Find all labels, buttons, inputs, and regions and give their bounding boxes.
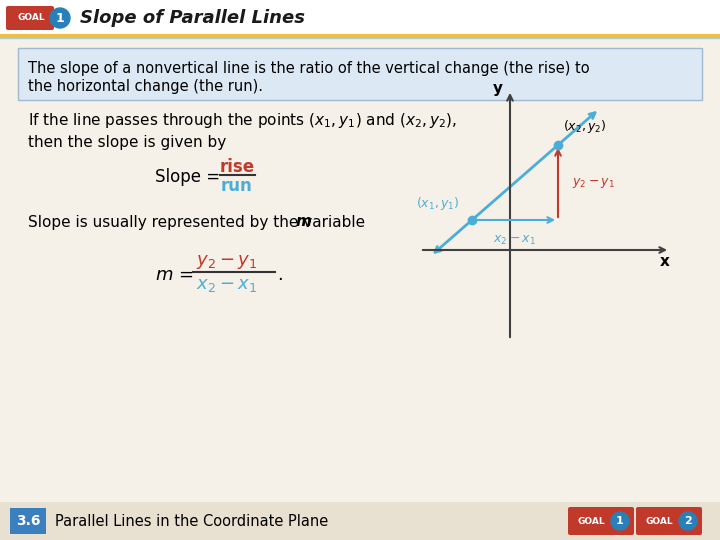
Text: Slope of Parallel Lines: Slope of Parallel Lines [80,9,305,27]
Text: $y_2 - y_1$: $y_2 - y_1$ [196,253,257,271]
Text: x: x [660,254,670,269]
Text: .: . [277,266,283,284]
Text: $x_2 - x_1$: $x_2 - x_1$ [493,234,536,247]
Circle shape [679,512,697,530]
FancyBboxPatch shape [568,507,634,535]
Text: 3.6: 3.6 [16,514,40,528]
FancyBboxPatch shape [0,502,720,540]
FancyBboxPatch shape [636,507,702,535]
Text: 1: 1 [55,11,64,24]
Text: If the line passes through the points ($x_1, y_1$) and ($x_2, y_2$),: If the line passes through the points ($… [28,111,457,130]
FancyBboxPatch shape [10,508,46,534]
Text: rise: rise [220,158,255,176]
Circle shape [611,512,629,530]
Text: .: . [305,214,310,230]
Circle shape [50,8,70,28]
Text: 1: 1 [616,516,624,526]
Text: GOAL: GOAL [645,516,672,525]
FancyBboxPatch shape [18,48,702,100]
Text: Slope is usually represented by the variable: Slope is usually represented by the vari… [28,214,370,230]
Text: GOAL: GOAL [18,14,45,23]
Text: 2: 2 [684,516,692,526]
Text: the horizontal change (the run).: the horizontal change (the run). [28,79,263,94]
Text: $y_2 - y_1$: $y_2 - y_1$ [572,176,615,190]
Text: $(x_1, y_1)$: $(x_1, y_1)$ [416,195,460,212]
Text: run: run [221,177,253,195]
FancyBboxPatch shape [0,0,720,35]
Text: $m$ =: $m$ = [155,266,195,284]
Text: $(x_2, y_2)$: $(x_2, y_2)$ [563,118,607,135]
FancyBboxPatch shape [6,6,54,30]
Text: $x_2 - x_1$: $x_2 - x_1$ [196,276,257,294]
Text: GOAL: GOAL [577,516,605,525]
Text: then the slope is given by: then the slope is given by [28,134,226,150]
Text: y: y [493,80,503,96]
Text: m: m [296,214,312,230]
Text: The slope of a nonvertical line is the ratio of the vertical change (the rise) t: The slope of a nonvertical line is the r… [28,62,590,77]
Text: Parallel Lines in the Coordinate Plane: Parallel Lines in the Coordinate Plane [55,514,328,529]
Text: Slope =: Slope = [155,168,225,186]
